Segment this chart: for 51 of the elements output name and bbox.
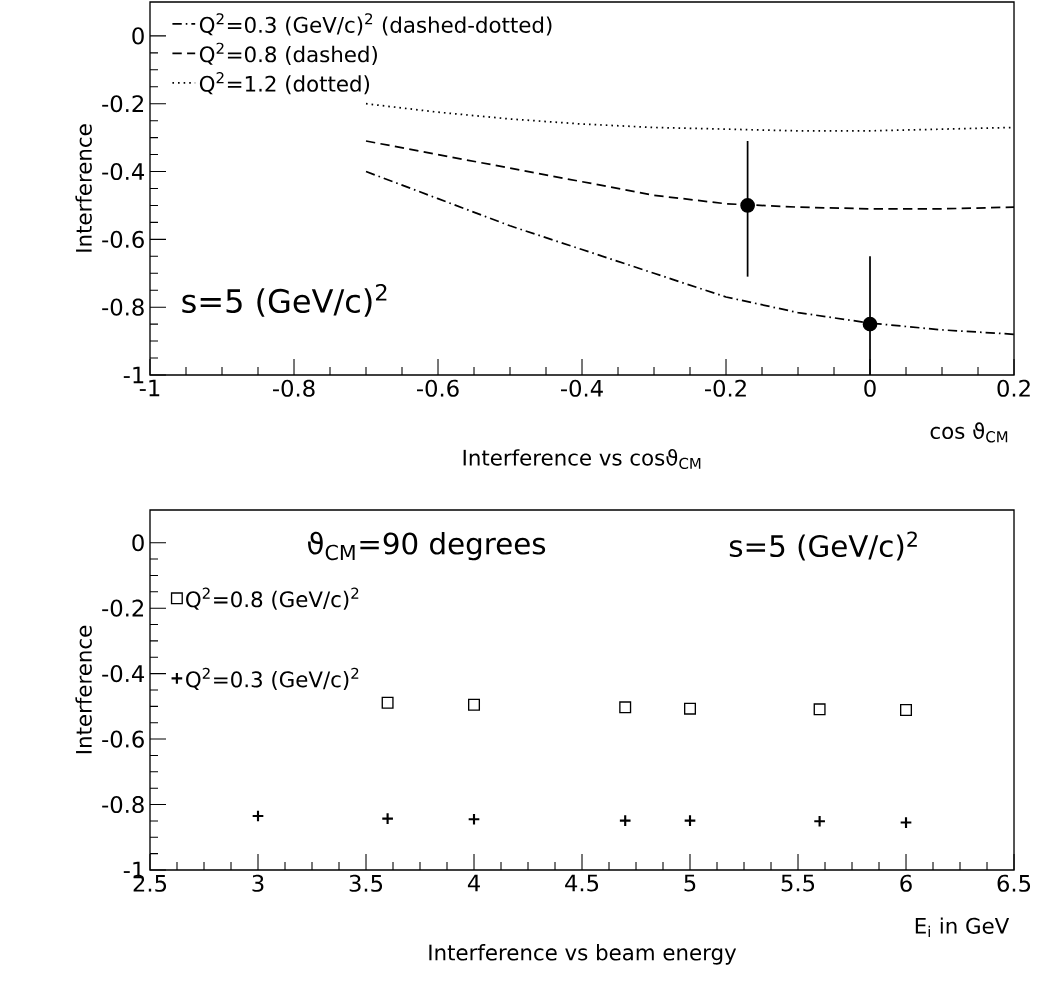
point [381, 812, 395, 826]
y-tick-label: 0 [132, 27, 144, 45]
legend-label: Q$^{2}$=0.8 (dashed) [199, 42, 377, 65]
point [618, 814, 632, 827]
point [813, 703, 826, 716]
y-tick-label: -0.2 [102, 95, 144, 113]
y-tick-label: -0.4 [102, 665, 145, 683]
legend-label: Q$^{2}$=0.8 (GeV/c)$^{2}$ [186, 587, 359, 610]
x-axis-title: cos ϑ$_{CM}$ [930, 422, 1008, 443]
x-tick-label: -0.8 [273, 379, 315, 397]
y-tick-label: 0 [132, 534, 144, 552]
x-tick-label: 5.5 [781, 874, 815, 892]
y-axis-title: Interference [75, 625, 92, 754]
x-tick-label: 3.5 [349, 874, 383, 892]
x-tick-label: -0.2 [705, 379, 746, 397]
legend-label: Q$^{2}$=0.3 (GeV/c)$^{2}$ (dashed-dotted) [199, 13, 552, 36]
point [381, 696, 394, 709]
x-tick-label: 0 [864, 379, 876, 397]
annotation: s=5 (GeV/c)$^{2}$ [182, 283, 387, 317]
y-tick-label: -0.6 [102, 230, 144, 248]
y-tick-label: -0.8 [102, 795, 144, 814]
point [900, 703, 913, 716]
point [619, 701, 632, 714]
text: Interference vs beam energy [429, 944, 737, 965]
point [251, 809, 265, 823]
point [899, 816, 913, 829]
point [813, 814, 827, 828]
x-axis-title: E$_{i}$ in GeV [915, 917, 1010, 938]
x-tick-label: 3 [252, 874, 264, 892]
y-tick-label: -0.8 [102, 298, 144, 316]
x-tick-label: 4.5 [565, 874, 599, 892]
x-tick-label: 0.2 [997, 379, 1030, 397]
y-axis-title: Interference [75, 124, 92, 252]
point [468, 698, 481, 711]
text: Interference vs cosϑ$_{CM}$ [463, 449, 701, 470]
legend-label: Q$^{2}$=1.2 (dotted) [199, 72, 370, 95]
x-tick-label: 6.5 [997, 874, 1031, 892]
x-tick-label: 6 [900, 874, 912, 892]
x-tick-label: 5 [684, 874, 696, 892]
point [683, 814, 697, 827]
point [467, 812, 481, 826]
legend-label: Q$^{2}$=0.3 (GeV/c)$^{2}$ [186, 667, 359, 690]
y-tick-label: -0.2 [102, 599, 144, 617]
annotation: s=5 (GeV/c)$^{2}$ [729, 531, 917, 561]
x-tick-label: -0.6 [417, 379, 459, 397]
point [684, 702, 697, 715]
x-tick-label: -0.4 [561, 379, 603, 397]
x-tick-label: 4 [467, 874, 480, 892]
y-tick-label: -0.6 [102, 730, 144, 748]
annotation: ϑ$_{CM}$=90 degrees [308, 531, 546, 561]
y-tick-label: -0.4 [102, 162, 145, 181]
